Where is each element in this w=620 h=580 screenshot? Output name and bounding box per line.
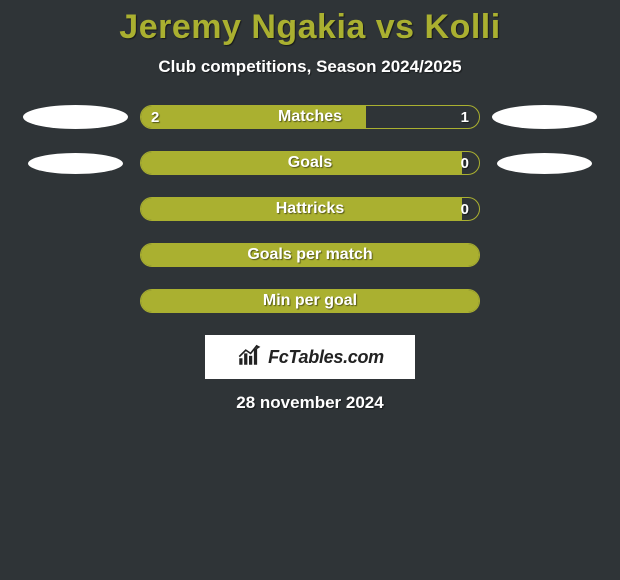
stat-bar-right-fill xyxy=(462,198,479,220)
stat-bar-right-fill xyxy=(462,152,479,174)
stat-row: Goals per match xyxy=(0,243,620,267)
stat-bar-left-fill xyxy=(141,198,462,220)
player-right-slot xyxy=(492,197,597,221)
stat-row: Goals0 xyxy=(0,151,620,175)
stat-bar: Matches21 xyxy=(140,105,480,129)
stat-bar-left-fill xyxy=(141,152,462,174)
player-right-slot xyxy=(492,289,597,313)
stat-bar-left-fill xyxy=(141,106,366,128)
page-subtitle: Club competitions, Season 2024/2025 xyxy=(0,57,620,77)
player-avatar-placeholder xyxy=(497,153,592,174)
stat-row: Hattricks0 xyxy=(0,197,620,221)
player-avatar-placeholder xyxy=(492,105,597,129)
brand-chart-icon xyxy=(236,342,262,373)
brand-box[interactable]: FcTables.com xyxy=(205,335,415,379)
stat-bar: Min per goal xyxy=(140,289,480,313)
stat-bar-left-fill xyxy=(141,290,479,312)
stat-bar: Goals0 xyxy=(140,151,480,175)
player-right-slot xyxy=(492,243,597,267)
stat-row: Min per goal xyxy=(0,289,620,313)
stats-area: Matches21 Goals0 Hattricks0 Goals per match… xyxy=(0,105,620,313)
player-right-slot xyxy=(492,151,597,175)
player-left-slot xyxy=(23,151,128,175)
player-left-slot xyxy=(23,243,128,267)
stat-bar-left-fill xyxy=(141,244,479,266)
footer-date: 28 november 2024 xyxy=(0,393,620,413)
player-left-slot xyxy=(23,289,128,313)
brand-inner: FcTables.com xyxy=(236,342,384,373)
comparison-panel: Jeremy Ngakia vs Kolli Club competitions… xyxy=(0,0,620,413)
stat-bar: Hattricks0 xyxy=(140,197,480,221)
stat-bar-right-fill xyxy=(366,106,479,128)
stat-bar: Goals per match xyxy=(140,243,480,267)
player-right-slot xyxy=(492,105,597,129)
player-avatar-placeholder xyxy=(28,153,123,174)
stat-row: Matches21 xyxy=(0,105,620,129)
player-avatar-placeholder xyxy=(23,105,128,129)
brand-text: FcTables.com xyxy=(268,347,384,368)
player-left-slot xyxy=(23,105,128,129)
player-left-slot xyxy=(23,197,128,221)
page-title: Jeremy Ngakia vs Kolli xyxy=(0,8,620,47)
